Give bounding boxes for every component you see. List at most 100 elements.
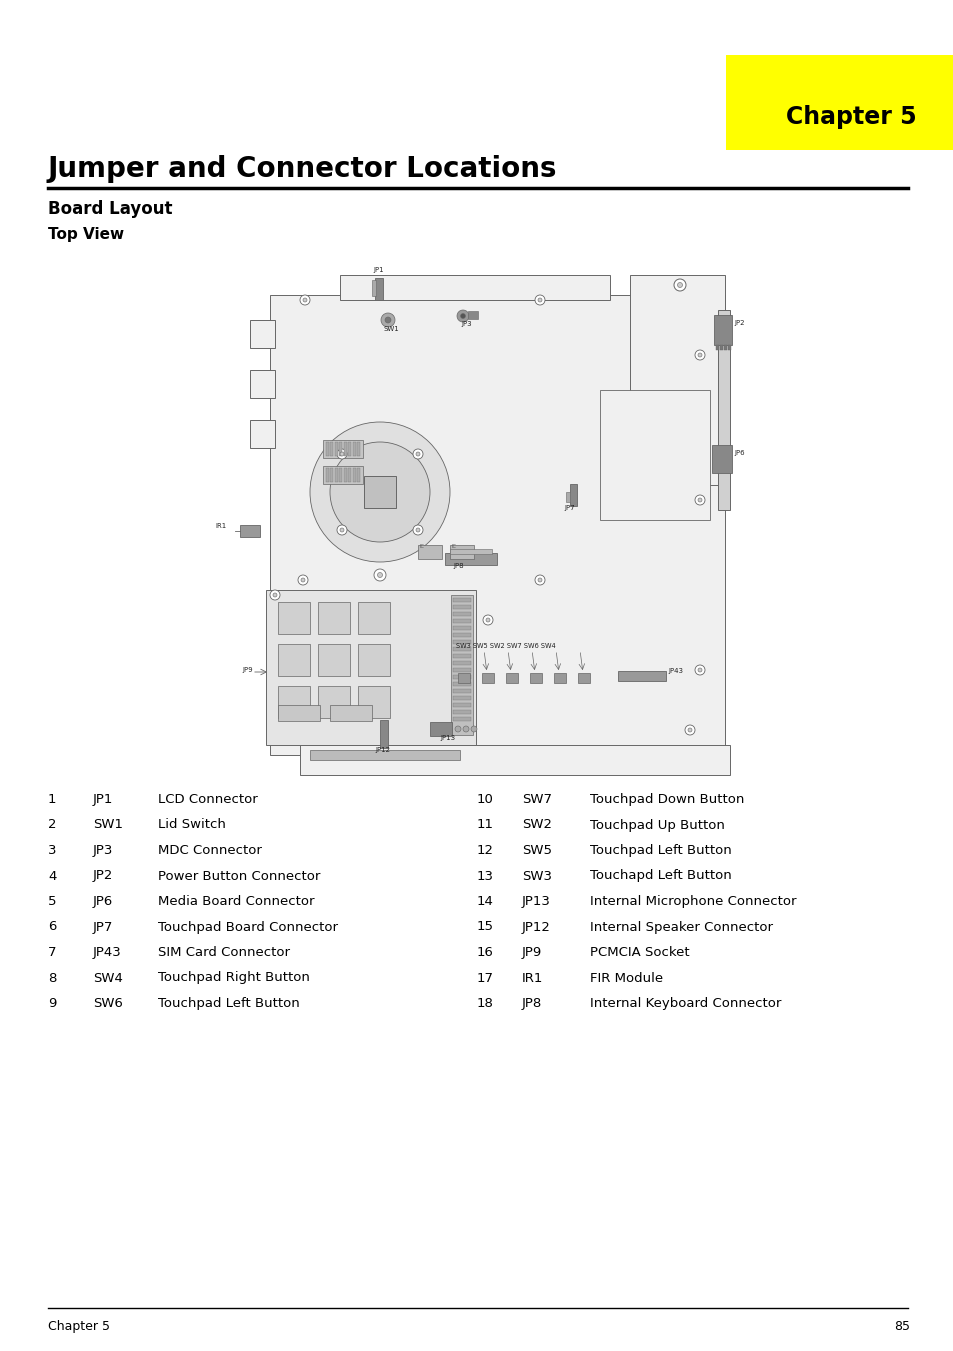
Circle shape <box>471 725 476 732</box>
Circle shape <box>698 499 701 503</box>
Bar <box>317 603 350 634</box>
Bar <box>240 526 260 536</box>
Bar <box>451 594 473 735</box>
Text: JP9: JP9 <box>521 946 541 959</box>
Bar <box>453 689 471 693</box>
Circle shape <box>339 528 344 532</box>
Bar <box>270 295 724 755</box>
Bar <box>250 420 274 449</box>
Text: Board Layout: Board Layout <box>48 200 172 218</box>
Bar <box>323 440 363 458</box>
Text: Touchpad Up Button: Touchpad Up Button <box>589 819 724 831</box>
Circle shape <box>695 494 704 505</box>
Bar <box>453 647 471 651</box>
Text: Touchpad Board Connector: Touchpad Board Connector <box>158 920 337 934</box>
Bar <box>720 345 722 350</box>
Bar <box>453 640 471 644</box>
Bar <box>348 442 351 457</box>
Text: 4: 4 <box>48 870 56 882</box>
Text: SIM Card Connector: SIM Card Connector <box>158 946 290 959</box>
Text: SW4: SW4 <box>92 971 123 985</box>
Text: Chapter 5: Chapter 5 <box>785 105 916 128</box>
Text: Internal Microphone Connector: Internal Microphone Connector <box>589 894 796 908</box>
Circle shape <box>413 449 422 459</box>
Text: 12: 12 <box>476 844 494 857</box>
Bar <box>725 55 953 150</box>
Circle shape <box>455 725 460 732</box>
Bar <box>453 703 471 707</box>
Bar <box>339 467 342 482</box>
Text: Touchpad Left Button: Touchpad Left Button <box>589 844 731 857</box>
Bar <box>357 644 390 676</box>
Bar <box>277 705 319 721</box>
Text: 18: 18 <box>476 997 494 1011</box>
Bar <box>530 673 541 684</box>
Bar <box>357 442 360 457</box>
Text: JP43: JP43 <box>667 667 682 674</box>
Bar <box>711 444 731 473</box>
Text: JP12: JP12 <box>375 747 390 753</box>
Bar <box>357 603 390 634</box>
Bar <box>326 467 329 482</box>
Bar <box>565 492 569 503</box>
Text: JP3: JP3 <box>92 844 113 857</box>
Bar <box>716 345 719 350</box>
Bar <box>348 467 351 482</box>
Bar <box>453 626 471 630</box>
Text: JP8: JP8 <box>453 563 463 569</box>
Text: 9: 9 <box>48 997 56 1011</box>
Circle shape <box>684 725 695 735</box>
Circle shape <box>413 526 422 535</box>
Bar <box>453 605 471 609</box>
Bar <box>453 634 471 638</box>
Text: 2: 2 <box>48 819 56 831</box>
Circle shape <box>380 313 395 327</box>
Text: JP2: JP2 <box>733 320 743 326</box>
Circle shape <box>301 578 305 582</box>
Bar <box>310 750 459 761</box>
Circle shape <box>374 569 386 581</box>
Bar <box>326 442 329 457</box>
Text: 15: 15 <box>476 920 494 934</box>
Bar <box>457 673 470 684</box>
Text: Chapter 5: Chapter 5 <box>48 1320 110 1333</box>
Circle shape <box>270 590 280 600</box>
Bar <box>450 544 474 559</box>
Text: SW2: SW2 <box>521 819 552 831</box>
Text: JP7: JP7 <box>92 920 113 934</box>
Bar <box>335 442 337 457</box>
Bar <box>379 720 388 748</box>
Text: JP43: JP43 <box>92 946 122 959</box>
Text: JP9: JP9 <box>242 667 253 673</box>
Bar <box>468 311 477 319</box>
Circle shape <box>339 453 344 457</box>
Bar <box>357 467 360 482</box>
Bar <box>453 612 471 616</box>
Bar <box>330 467 334 482</box>
Circle shape <box>485 617 490 621</box>
Text: 6: 6 <box>48 920 56 934</box>
Text: Media Board Connector: Media Board Connector <box>158 894 314 908</box>
Circle shape <box>695 665 704 676</box>
Bar <box>569 484 577 507</box>
Bar <box>453 619 471 623</box>
Text: SW6: SW6 <box>92 997 123 1011</box>
Text: Touchpad Right Button: Touchpad Right Button <box>158 971 310 985</box>
Bar <box>578 673 589 684</box>
Bar <box>599 390 709 520</box>
Bar <box>450 549 492 554</box>
Text: 17: 17 <box>476 971 494 985</box>
Bar <box>505 673 517 684</box>
Text: 5: 5 <box>48 894 56 908</box>
Bar <box>453 598 471 603</box>
Bar <box>364 476 395 508</box>
Text: IC: IC <box>419 544 424 549</box>
Bar <box>453 682 471 686</box>
Bar <box>453 717 471 721</box>
Text: 10: 10 <box>476 793 494 807</box>
Bar <box>375 278 382 300</box>
Text: Lid Switch: Lid Switch <box>158 819 226 831</box>
Bar <box>299 744 729 775</box>
Text: JP13: JP13 <box>439 735 455 740</box>
Bar <box>723 345 726 350</box>
